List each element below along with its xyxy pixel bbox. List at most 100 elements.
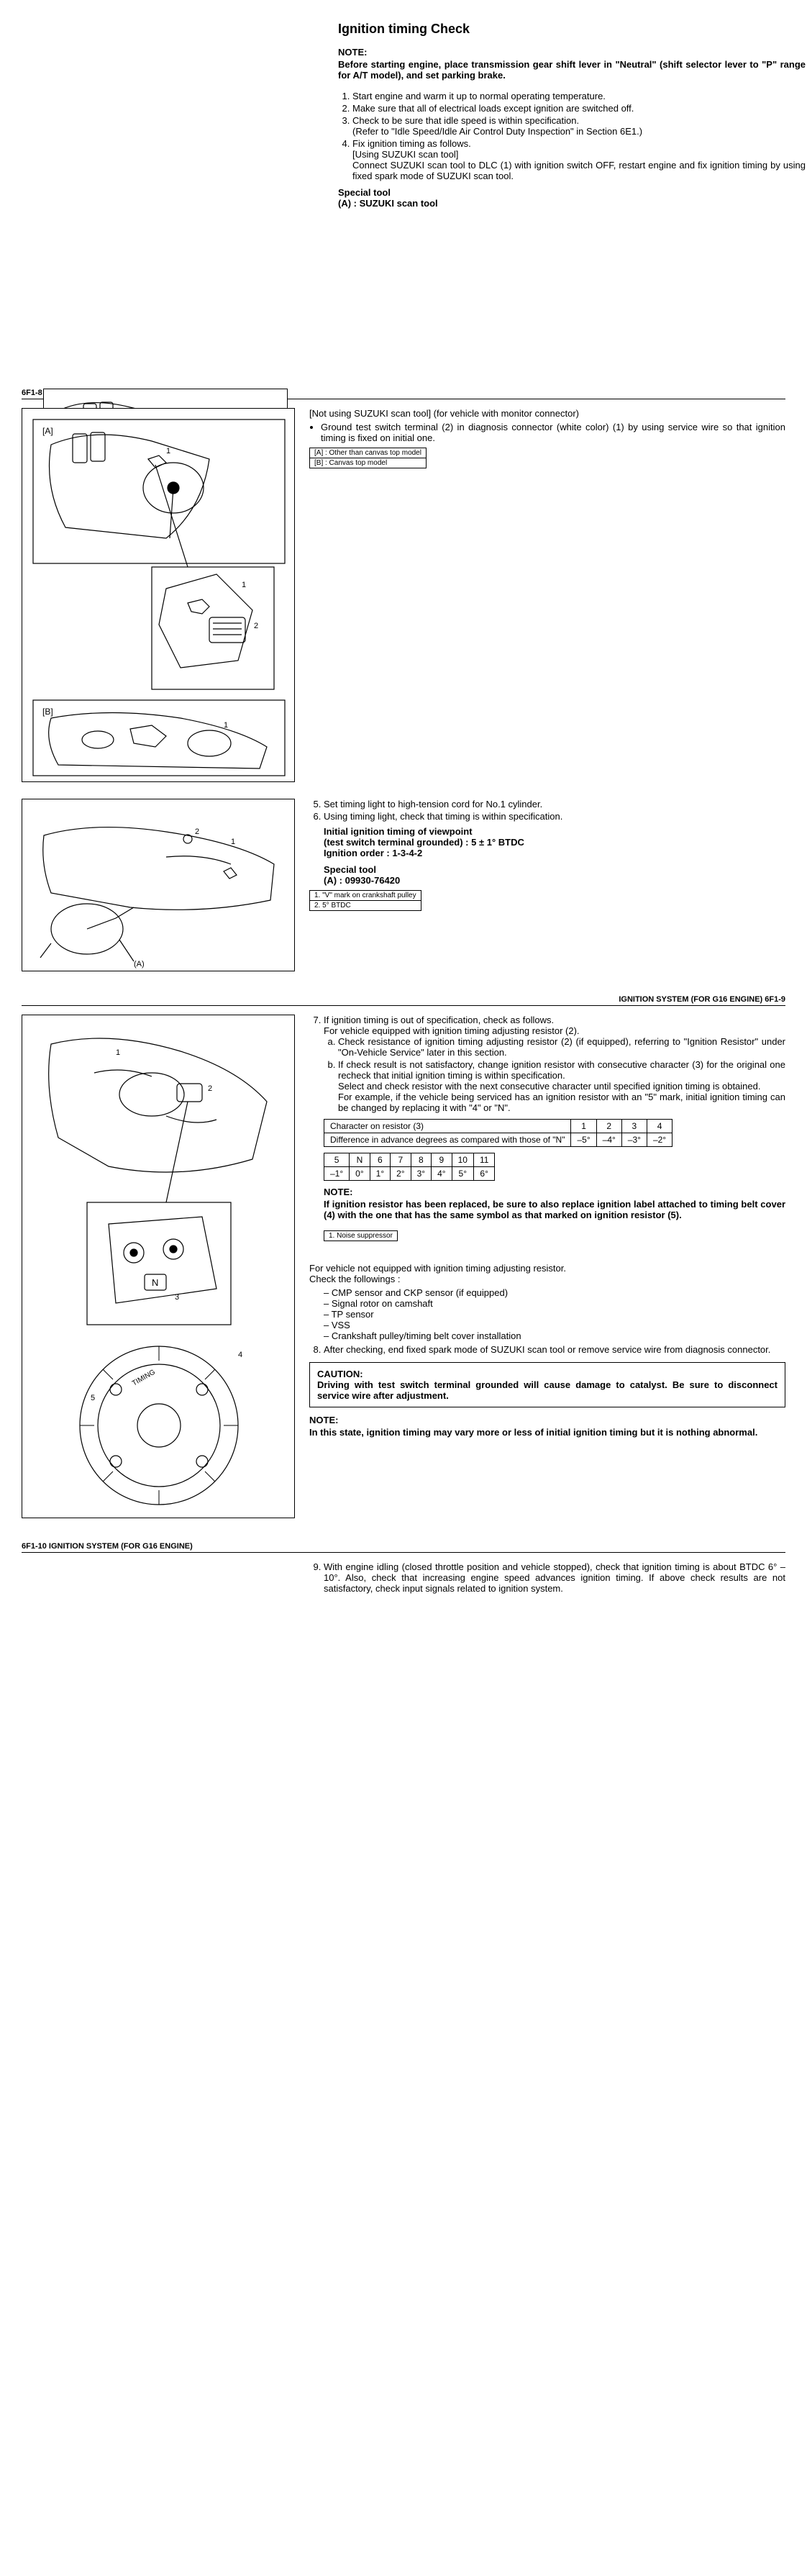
spec-line-2: (test switch terminal grounded) : 5 ± 1°…: [324, 837, 785, 848]
model-table: [A] : Other than canvas top model [B] : …: [309, 448, 427, 468]
svg-text:1: 1: [231, 838, 235, 846]
d11: 6°: [473, 1167, 494, 1181]
step-8: After checking, end fixed spark mode of …: [324, 1344, 785, 1355]
resistor-table-1: Character on resistor (3) 1 2 3 4 Differ…: [324, 1119, 672, 1147]
d3: –2°: [647, 1133, 672, 1147]
svg-text:2: 2: [254, 622, 258, 630]
step-4a: [Using SUZUKI scan tool]: [352, 149, 806, 160]
d7: 2°: [391, 1167, 411, 1181]
dash-4: VSS: [324, 1320, 785, 1330]
svg-text:(A): (A): [134, 960, 145, 969]
d0: –5°: [571, 1133, 596, 1147]
section-header-2: IGNITION SYSTEM (FOR G16 ENGINE) 6F1-9: [22, 995, 785, 1006]
c4: 5: [324, 1153, 350, 1167]
figure-resistor: 2 1 N 3: [22, 1015, 295, 1518]
d8: 3°: [411, 1167, 431, 1181]
model-a: [A] : Other than canvas top model: [310, 448, 427, 458]
d6: 1°: [370, 1167, 390, 1181]
c7: 7: [391, 1153, 411, 1167]
step-7-intro: For vehicle equipped with ignition timin…: [324, 1025, 785, 1036]
step-7a: Check resistance of ignition timing adju…: [338, 1036, 785, 1058]
step-4-text: Fix ignition timing as follows.: [352, 138, 471, 149]
step-7b2: Select and check resistor with the next …: [338, 1081, 785, 1092]
d2: –3°: [621, 1133, 647, 1147]
svg-text:5: 5: [91, 1394, 95, 1402]
dash-2: Signal rotor on camshaft: [324, 1298, 785, 1309]
step-9: With engine idling (closed throttle posi…: [324, 1561, 785, 1594]
note3-body: In this state, ignition timing may vary …: [309, 1427, 785, 1438]
dash-1: CMP sensor and CKP sensor (if equipped): [324, 1287, 785, 1298]
note2-body: If ignition resistor has been replaced, …: [324, 1199, 785, 1220]
c11: 11: [473, 1153, 494, 1167]
mark-table: 1. "V" mark on crankshaft pulley 2. 5° B…: [309, 890, 421, 911]
svg-text:1: 1: [242, 581, 246, 589]
c6: 6: [370, 1153, 390, 1167]
mark-2: 2. 5° BTDC: [310, 901, 421, 911]
note-label: NOTE:: [338, 47, 806, 58]
mark-1: 1. "V" mark on crankshaft pulley: [310, 891, 421, 901]
step-7b3: For example, if the vehicle being servic…: [338, 1092, 785, 1113]
step-5: Set timing light to high-tension cord fo…: [324, 799, 785, 809]
step-3: Check to be sure that idle speed is with…: [352, 115, 806, 137]
svg-text:2: 2: [195, 827, 199, 836]
caution-label: CAUTION:: [317, 1369, 778, 1379]
c8: 8: [411, 1153, 431, 1167]
spec-line-1: Initial ignition timing of viewpoint: [324, 826, 785, 837]
special-tool-label: Special tool: [338, 187, 806, 198]
figure-diagnosis-connector: [A] 1 1 2 [B]: [22, 408, 295, 782]
step-7b-text: If check result is not satisfactory, cha…: [338, 1059, 785, 1081]
resistor-table-2: 5 N 6 7 8 9 10 11 –1° 0° 1° 2° 3° 4° 5°: [324, 1153, 495, 1181]
c5: N: [350, 1153, 370, 1167]
section-header-3: 6F1-10 IGNITION SYSTEM (FOR G16 ENGINE): [22, 1542, 785, 1553]
step-6: Using timing light, check that timing is…: [324, 811, 785, 822]
d10: 5°: [452, 1167, 473, 1181]
svg-text:1: 1: [224, 721, 228, 730]
figure-timing-light: (A) 2 1: [22, 799, 295, 971]
d1: –4°: [596, 1133, 621, 1147]
special-tool-2: Special tool: [324, 864, 785, 875]
c0: 1: [571, 1120, 596, 1133]
d5: 0°: [350, 1167, 370, 1181]
svg-text:3: 3: [175, 1293, 179, 1302]
step-3-text: Check to be sure that idle speed is with…: [352, 115, 579, 126]
step-2: Make sure that all of electrical loads e…: [352, 103, 806, 114]
step-4: Fix ignition timing as follows. [Using S…: [352, 138, 806, 181]
svg-text:2: 2: [208, 1084, 212, 1093]
d9: 4°: [432, 1167, 452, 1181]
svg-text:[B]: [B]: [42, 707, 53, 717]
svg-text:1: 1: [116, 1048, 120, 1057]
special-tool-value: (A) : SUZUKI scan tool: [338, 198, 806, 209]
svg-text:TIMING: TIMING: [131, 1368, 157, 1387]
spec-line-3: Ignition order : 1-3-4-2: [324, 848, 785, 858]
c2: 3: [621, 1120, 647, 1133]
noise-table: 1. Noise suppressor: [324, 1230, 398, 1241]
step-3-ref: (Refer to "Idle Speed/Idle Air Control D…: [352, 126, 806, 137]
para-check: Check the followings :: [309, 1274, 785, 1284]
c10: 10: [452, 1153, 473, 1167]
note3-label: NOTE:: [309, 1415, 785, 1425]
alt-method-title: [Not using SUZUKI scan tool] (for vehicl…: [309, 408, 785, 419]
bullet-ground: Ground test switch terminal (2) in diagn…: [321, 422, 785, 443]
tbl-hdr: Character on resistor (3): [324, 1120, 571, 1133]
dash-5: Crankshaft pulley/timing belt cover inst…: [324, 1330, 785, 1341]
caution-box: CAUTION: Driving with test switch termin…: [309, 1362, 785, 1407]
caution-body: Driving with test switch terminal ground…: [317, 1379, 778, 1401]
svg-text:1: 1: [166, 447, 170, 455]
note-body: Before starting engine, place transmissi…: [338, 59, 806, 81]
para-noeq: For vehicle not equipped with ignition t…: [309, 1263, 785, 1274]
d4: –1°: [324, 1167, 350, 1181]
step-7: If ignition timing is out of specificati…: [324, 1015, 785, 1113]
c1: 2: [596, 1120, 621, 1133]
note2-label: NOTE:: [324, 1187, 785, 1197]
step-1: Start engine and warm it up to normal op…: [352, 91, 806, 101]
step-7b: If check result is not satisfactory, cha…: [338, 1059, 785, 1113]
svg-text:N: N: [152, 1277, 158, 1288]
page-title: Ignition timing Check: [338, 22, 785, 37]
svg-text:[A]: [A]: [42, 426, 53, 436]
dash-3: TP sensor: [324, 1309, 785, 1320]
c9: 9: [432, 1153, 452, 1167]
model-b: [B] : Canvas top model: [310, 458, 427, 468]
svg-text:4: 4: [238, 1351, 242, 1359]
c3: 4: [647, 1120, 672, 1133]
noise-1: 1. Noise suppressor: [324, 1231, 398, 1241]
